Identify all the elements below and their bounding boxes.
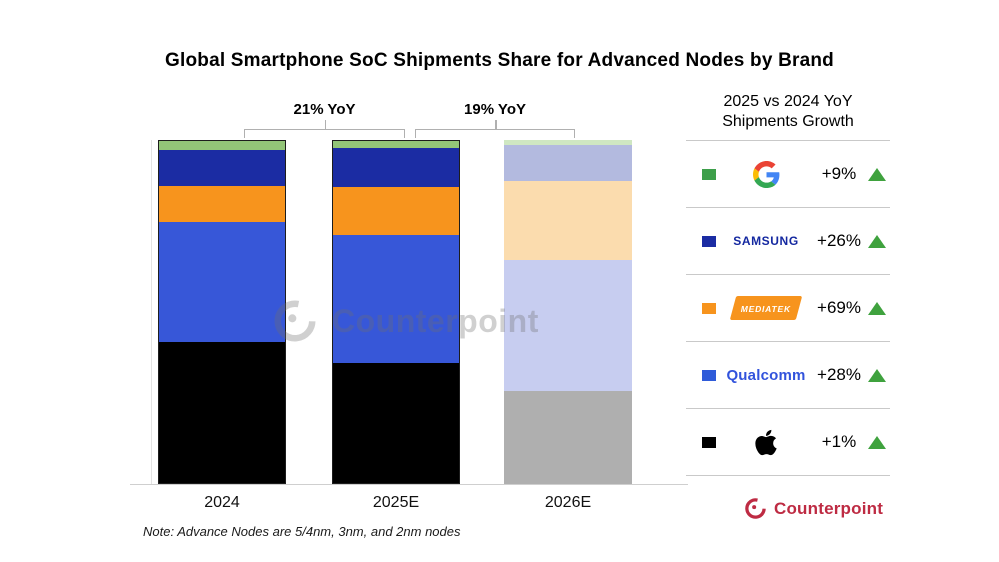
legend-row-apple: +1% <box>686 409 890 476</box>
apple-icon <box>755 429 777 455</box>
google-growth-value: +9% <box>821 164 857 183</box>
yoy-label-2024-2025: 21% YoY <box>293 101 356 118</box>
google-g-icon <box>752 160 779 188</box>
segment-qualcomm-2026E <box>504 260 632 392</box>
legend-row-google: +9% <box>686 141 890 208</box>
x-axis-label-2026E: 2026E <box>544 494 592 511</box>
yoy-bracket-2025-2026: 19% YoY <box>415 101 575 138</box>
qualcomm-series-swatch <box>702 369 716 381</box>
segment-qualcomm-2024 <box>159 222 285 342</box>
up-triangle-icon <box>868 167 886 181</box>
apple-series-swatch <box>702 436 716 448</box>
bar-2026E <box>504 140 632 484</box>
segment-samsung-2026E <box>504 145 632 182</box>
segment-apple-2025E <box>333 363 459 483</box>
x-axis-label-2024: 2024 <box>204 494 240 511</box>
segment-google-2025E <box>333 141 459 148</box>
apple-growth-value: +1% <box>821 432 857 451</box>
counterpoint-logo-icon <box>745 498 766 519</box>
segment-apple-2026E <box>504 391 632 484</box>
up-triangle-icon <box>868 301 886 315</box>
samsung-series-swatch <box>702 235 716 247</box>
google-series-swatch <box>702 168 716 180</box>
segment-google-2026E <box>504 140 632 146</box>
bar-2024 <box>158 140 286 484</box>
mediatek-logo-badge: MEDIATEK <box>729 296 803 320</box>
legend-panel: 2025 vs 2024 YoY Shipments Growth +9% <box>686 92 890 476</box>
yoy-bracket-2024-2025: 21% YoY <box>244 101 405 138</box>
segment-mediatek-2026E <box>504 181 632 261</box>
samsung-wordmark-text: SAMSUNG <box>733 234 799 248</box>
chart-title: Global Smartphone SoC Shipments Share fo… <box>165 50 834 71</box>
segment-mediatek-2025E <box>333 187 459 236</box>
legend-header-line1: 2025 vs 2024 YoY <box>723 93 853 110</box>
bracket-tick <box>324 120 326 129</box>
google-g-logo <box>722 160 810 188</box>
legend-header: 2025 vs 2024 YoY Shipments Growth <box>686 92 890 140</box>
footnote: Note: Advance Nodes are 5/4nm, 3nm, and … <box>143 524 461 539</box>
y-axis-line <box>151 140 152 484</box>
up-triangle-icon <box>868 234 886 248</box>
segment-qualcomm-2025E <box>333 235 459 364</box>
segment-samsung-2024 <box>159 149 285 187</box>
apple-logo <box>722 428 810 457</box>
bracket-tick <box>495 120 497 129</box>
segment-google-2024 <box>159 141 285 150</box>
segment-apple-2024 <box>159 341 285 483</box>
mediatek-growth-value: +69% <box>817 298 861 317</box>
counterpoint-logo-text: Counterpoint <box>774 498 884 518</box>
x-axis-label-2025E: 2025E <box>372 494 420 511</box>
qualcomm-wordmark-logo: Qualcomm <box>722 367 810 384</box>
legend-header-line2: Shipments Growth <box>722 113 854 130</box>
legend-row-qualcomm: Qualcomm +28% <box>686 342 890 409</box>
bar-2025E <box>332 140 460 484</box>
mediatek-logo-text: MEDIATEK <box>740 304 791 314</box>
x-axis-line <box>130 484 688 485</box>
samsung-growth-value: +26% <box>817 231 861 250</box>
legend-row-mediatek: MEDIATEK +69% <box>686 275 890 342</box>
yoy-label-2025-2026: 19% YoY <box>464 101 526 118</box>
qualcomm-growth-value: +28% <box>817 365 861 384</box>
mediatek-series-swatch <box>702 302 716 314</box>
up-triangle-icon <box>868 368 886 382</box>
segment-mediatek-2024 <box>159 186 285 223</box>
counterpoint-logo: Counterpoint <box>744 497 883 520</box>
qualcomm-wordmark-text: Qualcomm <box>726 366 806 384</box>
up-triangle-icon <box>868 435 886 449</box>
samsung-wordmark-logo: SAMSUNG <box>722 234 810 248</box>
segment-samsung-2025E <box>333 147 459 188</box>
mediatek-logo: MEDIATEK <box>722 296 810 320</box>
legend-row-samsung: SAMSUNG +26% <box>686 208 890 275</box>
